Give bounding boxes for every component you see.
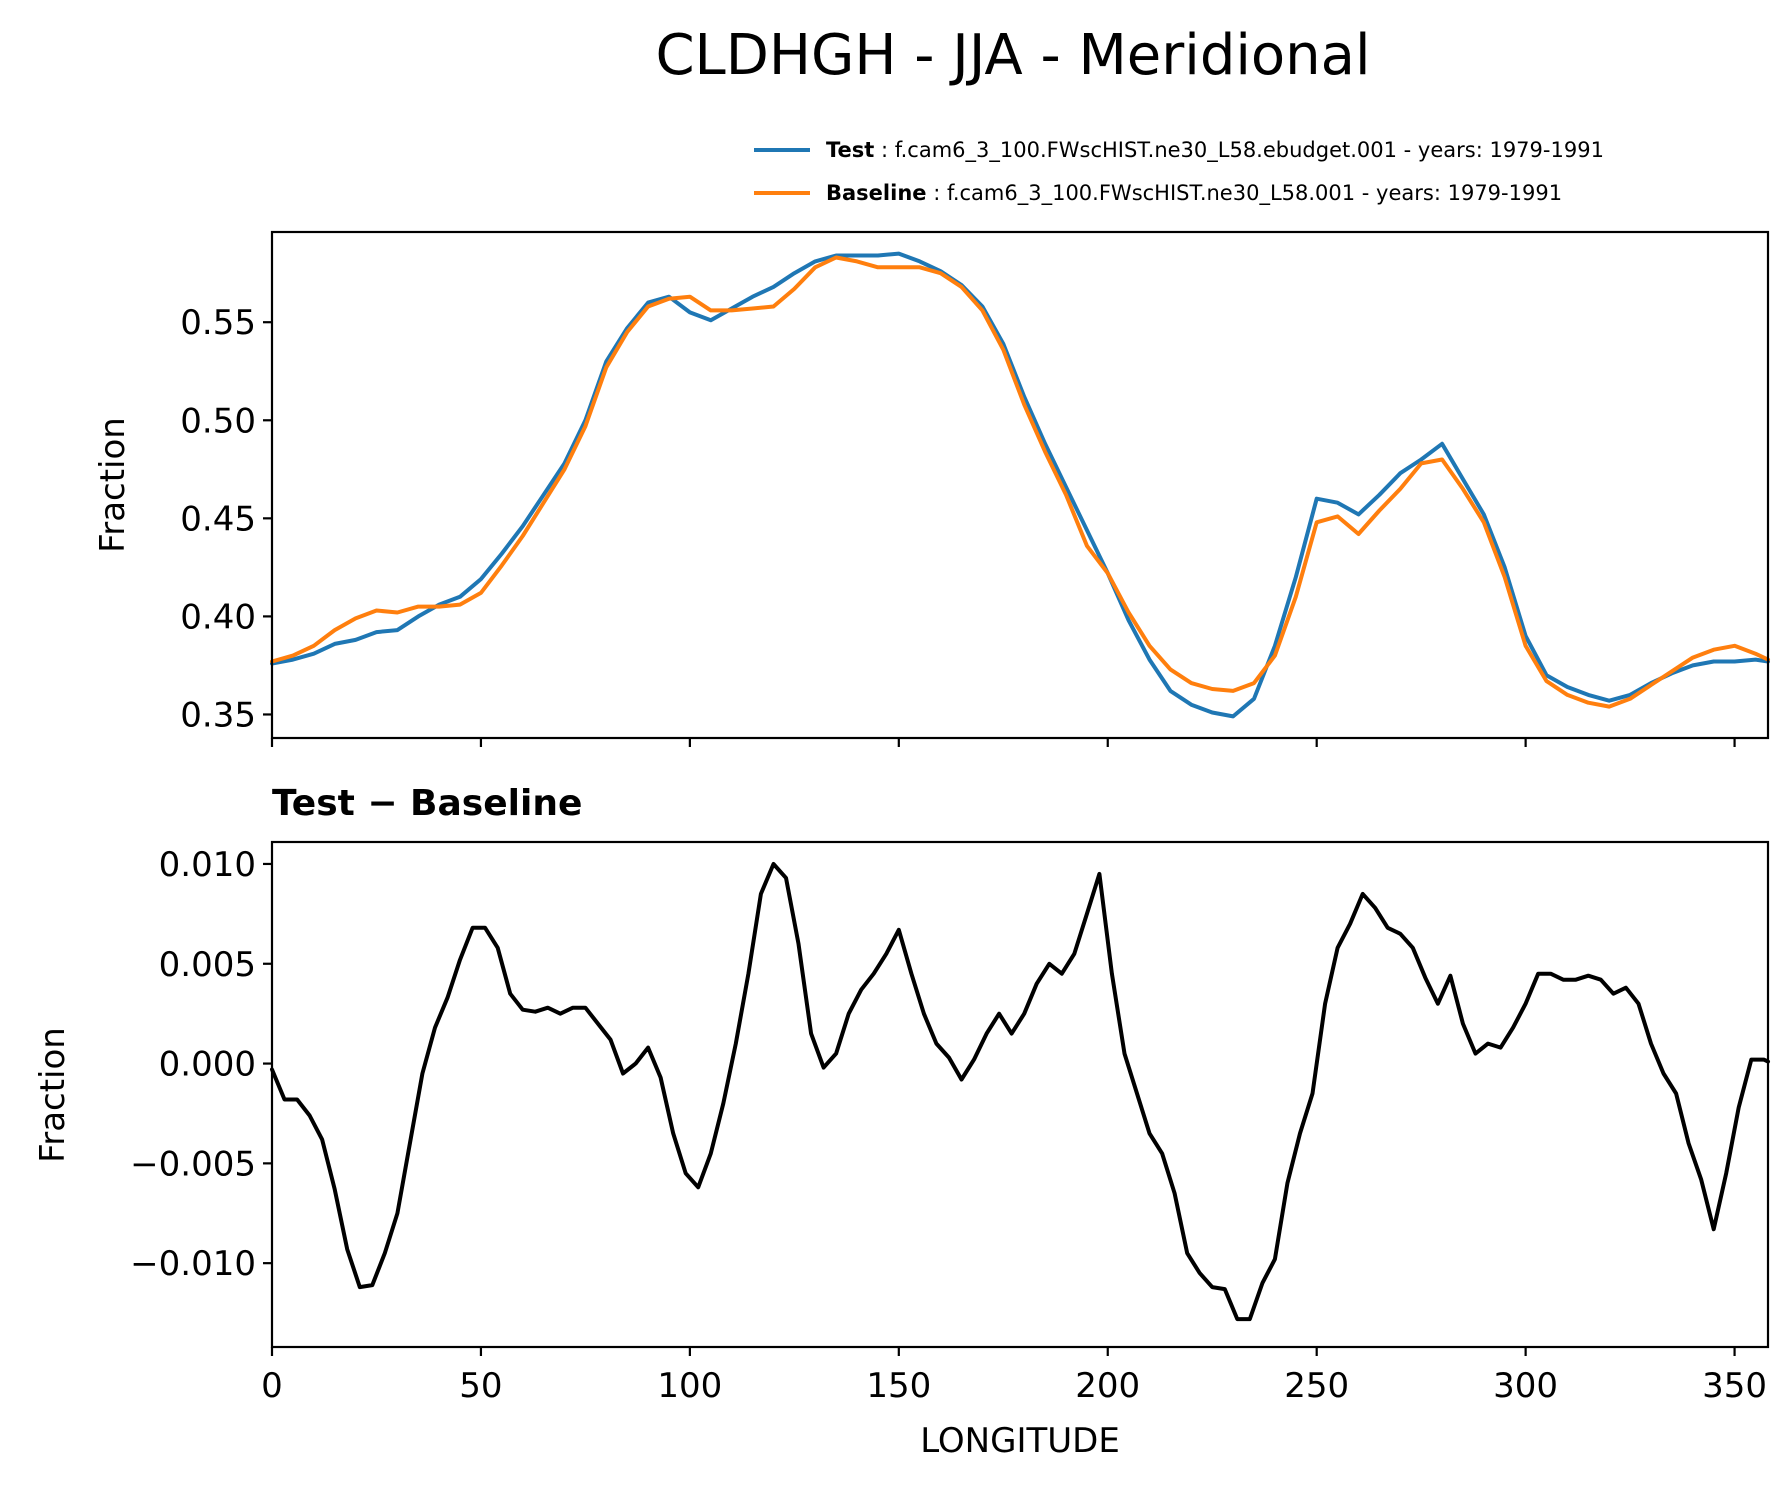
legend-entry-test-text: Test : f.cam6_3_100.FWscHIST.ne30_L58.eb… bbox=[826, 138, 1604, 163]
bottom-series bbox=[270, 862, 1770, 1322]
bot-ytick-label: 0.010 bbox=[159, 845, 256, 885]
top-x-axis bbox=[270, 738, 1736, 747]
bot-xtick-label: 200 bbox=[1075, 1366, 1140, 1406]
bot-xtick-label: 350 bbox=[1702, 1366, 1767, 1406]
top-panel: 0.35 0.40 0.45 0.50 0.55 Fraction bbox=[93, 230, 1770, 747]
bottom-panel: Test − Baseline −0.010 −0.005 0.000 0.005 0.… bbox=[33, 783, 1770, 1461]
bottom-y-axis: −0.010 −0.005 0.000 0.005 0.010 bbox=[130, 845, 272, 1284]
bottom-axes-frame bbox=[270, 840, 1770, 1349]
top-ytick-label: 0.50 bbox=[180, 401, 256, 441]
bot-xtick-label: 0 bbox=[261, 1366, 283, 1406]
top-series-line-test bbox=[270, 251, 1770, 719]
top-axes-frame bbox=[270, 230, 1770, 740]
top-ytick-label: 0.40 bbox=[180, 597, 256, 637]
bot-xtick-label: 150 bbox=[866, 1366, 931, 1406]
bot-series-line-test-baseline bbox=[270, 862, 1770, 1322]
x-axis-label: LONGITUDE bbox=[920, 1421, 1120, 1461]
top-y-axis: 0.35 0.40 0.45 0.50 0.55 bbox=[180, 303, 272, 735]
legend: Test : f.cam6_3_100.FWscHIST.ne30_L58.eb… bbox=[754, 138, 1604, 206]
bot-xtick-label: 50 bbox=[459, 1366, 502, 1406]
top-y-axis-label: Fraction bbox=[93, 417, 133, 553]
top-series-line-baseline bbox=[270, 255, 1770, 709]
bottom-y-axis-label: Fraction bbox=[33, 1027, 73, 1163]
figure-title: CLDHGH - JJA - Meridional bbox=[655, 23, 1370, 88]
top-ytick-label: 0.45 bbox=[180, 499, 256, 539]
bot-ytick-label: 0.000 bbox=[159, 1045, 256, 1085]
legend-test-name: Test bbox=[826, 138, 874, 162]
difference-title: Test − Baseline bbox=[272, 783, 582, 824]
bottom-x-axis: 0 50 100 150 200 250 300 350 bbox=[261, 1347, 1767, 1406]
bot-xtick-label: 100 bbox=[657, 1366, 722, 1406]
legend-baseline-label: f.cam6_3_100.FWscHIST.ne30_L58.001 - yea… bbox=[947, 181, 1562, 206]
legend-entry-test: Test : f.cam6_3_100.FWscHIST.ne30_L58.eb… bbox=[754, 138, 1604, 163]
bot-xtick-label: 250 bbox=[1284, 1366, 1349, 1406]
bot-xtick-label: 300 bbox=[1493, 1366, 1558, 1406]
legend-baseline-name: Baseline bbox=[826, 181, 927, 205]
top-ytick-label: 0.55 bbox=[180, 303, 256, 343]
legend-test-label: f.cam6_3_100.FWscHIST.ne30_L58.ebudget.0… bbox=[895, 138, 1604, 163]
bot-ytick-label: 0.005 bbox=[159, 945, 256, 985]
bot-ytick-label: −0.005 bbox=[130, 1144, 256, 1184]
bot-ytick-label: −0.010 bbox=[130, 1244, 256, 1284]
top-ytick-label: 0.35 bbox=[180, 695, 256, 735]
top-series bbox=[270, 251, 1770, 719]
legend-entry-baseline-text: Baseline : f.cam6_3_100.FWscHIST.ne30_L5… bbox=[826, 181, 1562, 206]
legend-entry-baseline: Baseline : f.cam6_3_100.FWscHIST.ne30_L5… bbox=[754, 181, 1562, 206]
